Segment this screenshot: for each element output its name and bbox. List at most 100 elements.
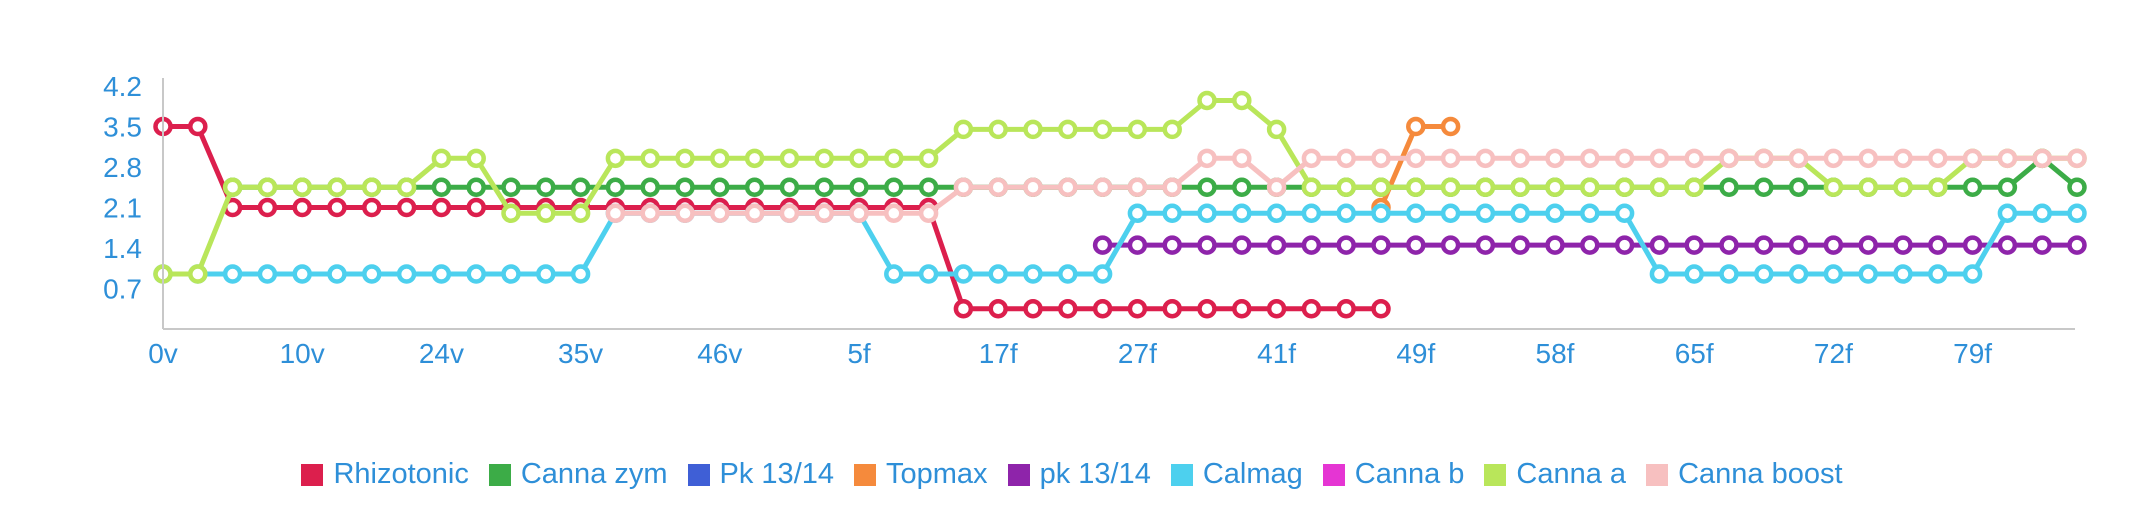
legend-item[interactable]: Topmax (854, 458, 988, 491)
data-point (1614, 148, 1635, 169)
data-point (988, 299, 1008, 319)
data-point (1440, 148, 1461, 169)
data-point (918, 177, 939, 197)
data-point (1127, 203, 1148, 224)
legend-label: pk 13/14 (1039, 458, 1151, 490)
data-point (605, 148, 626, 169)
series-8 (605, 148, 2087, 224)
data-point (1266, 177, 1287, 197)
data-point (1023, 177, 1043, 197)
data-point (2067, 148, 2087, 169)
legend-swatch (1322, 463, 1345, 486)
y-tick-label: 1.4 (103, 233, 142, 264)
legend-item[interactable]: Canna b (1322, 458, 1464, 491)
data-point (1197, 203, 1217, 224)
data-point (466, 264, 486, 284)
data-point (1406, 177, 1426, 197)
legend-item[interactable]: Pk 13/14 (687, 458, 835, 491)
legend-label: Canna boost (1678, 458, 1843, 490)
data-point (1823, 177, 1844, 197)
data-point (1962, 148, 1983, 169)
legend-item[interactable]: Calmag (1170, 458, 1303, 491)
data-point (1545, 235, 1565, 255)
legend-item[interactable]: Canna zym (488, 458, 668, 491)
x-tick-label: 49f (1396, 338, 1435, 369)
data-point (362, 177, 382, 197)
data-point (1406, 148, 1426, 169)
x-tick-label: 65f (1675, 338, 1714, 369)
legend-item[interactable]: Rhizotonic (301, 458, 469, 491)
data-point (814, 203, 834, 224)
legend-item[interactable]: Canna a (1484, 458, 1626, 491)
data-point (188, 264, 208, 284)
data-point (884, 203, 904, 224)
x-tick-label: 24v (419, 338, 464, 369)
data-point (327, 197, 347, 218)
data-point (1197, 235, 1217, 255)
data-point (744, 148, 765, 169)
data-point (1893, 148, 1913, 169)
data-point (1266, 119, 1287, 140)
data-point (1754, 264, 1774, 284)
data-point (1858, 148, 1878, 169)
data-point (1475, 203, 1496, 224)
data-point (1649, 148, 1670, 169)
data-point (953, 119, 974, 140)
data-point (1719, 148, 1739, 169)
data-point (1928, 264, 1948, 284)
data-point (1162, 235, 1182, 255)
data-point (1788, 148, 1809, 169)
data-point (1858, 235, 1878, 255)
chart-legend: Rhizotonic Canna zym Pk 13/14 Topmax pk 13/1… (0, 458, 2144, 491)
data-point (1684, 177, 1704, 197)
data-point (2032, 235, 2052, 255)
data-point (570, 264, 591, 284)
data-point (1371, 299, 1391, 319)
data-point (501, 177, 521, 197)
data-point (1614, 177, 1635, 197)
data-point (918, 148, 939, 169)
legend-item[interactable]: Canna boost (1646, 458, 1843, 491)
data-point (1754, 177, 1774, 197)
data-point (431, 148, 452, 169)
data-point (1440, 203, 1461, 224)
data-point (1197, 90, 1217, 111)
data-point (1127, 119, 1148, 140)
data-point (779, 177, 800, 197)
data-point (918, 203, 939, 224)
data-point (1336, 203, 1356, 224)
data-point (1510, 148, 1530, 169)
data-point (1406, 116, 1426, 137)
data-point (1092, 177, 1113, 197)
data-point (1232, 177, 1252, 197)
data-point (605, 177, 626, 197)
data-point (1371, 177, 1391, 197)
data-point (1162, 203, 1182, 224)
data-point (1719, 177, 1739, 197)
legend-label: Topmax (886, 458, 988, 490)
x-tick-label: 5f (847, 338, 871, 369)
data-point (849, 203, 869, 224)
data-point (2067, 235, 2087, 255)
data-point (362, 197, 382, 218)
data-point (953, 299, 974, 319)
legend-swatch (854, 463, 877, 486)
data-point (1058, 177, 1078, 197)
legend-label: Rhizotonic (333, 458, 469, 490)
data-point (1545, 148, 1565, 169)
legend-item[interactable]: pk 13/14 (1007, 458, 1151, 491)
data-point (1232, 148, 1252, 169)
data-point (710, 203, 730, 224)
data-point (1893, 177, 1913, 197)
series-3 (1371, 116, 1461, 218)
data-point (814, 148, 834, 169)
data-point (884, 148, 904, 169)
legend-label: Pk 13/14 (719, 458, 835, 490)
data-point (536, 264, 556, 284)
data-point (292, 264, 312, 284)
data-point (640, 203, 660, 224)
legend-swatch (1484, 463, 1507, 486)
data-point (501, 264, 521, 284)
data-point (1893, 264, 1913, 284)
data-point (1336, 235, 1356, 255)
